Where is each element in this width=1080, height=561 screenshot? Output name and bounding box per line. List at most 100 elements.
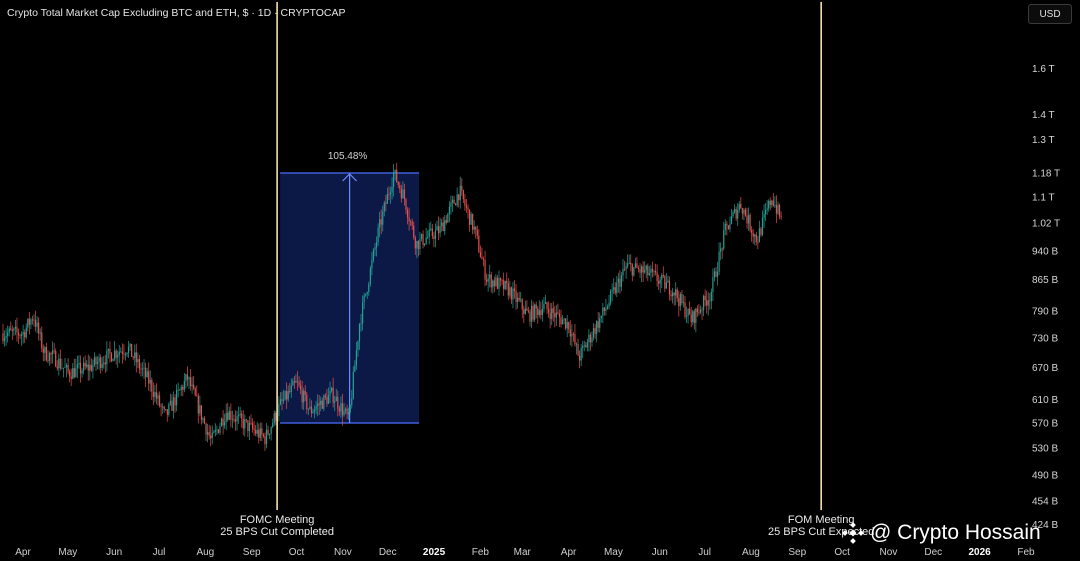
candle-body (459, 185, 461, 201)
candle-body (727, 225, 729, 230)
candle-body (467, 207, 469, 210)
candle-body (614, 287, 616, 294)
candle-body (200, 405, 202, 420)
candle-body (608, 302, 610, 307)
candle-body (582, 346, 584, 348)
candle (349, 404, 351, 415)
candle-body (723, 230, 725, 249)
candle-body (366, 292, 368, 294)
candle (701, 306, 703, 320)
candle-body (625, 266, 627, 270)
candle (315, 400, 317, 415)
candle (149, 370, 151, 392)
candle (89, 355, 91, 381)
candle (331, 387, 333, 393)
candle (720, 242, 722, 261)
candle (52, 341, 54, 364)
candle-body (492, 280, 494, 288)
candle-body (189, 377, 192, 387)
candle (87, 354, 89, 381)
candle (121, 343, 123, 364)
candle (672, 287, 674, 304)
candle-body (196, 395, 198, 397)
candle-body (551, 308, 553, 319)
candle-body (684, 302, 686, 317)
candle-body (282, 399, 285, 401)
candle (357, 340, 359, 357)
candle-body (22, 332, 24, 335)
candle-body (84, 362, 86, 367)
candle (242, 410, 244, 436)
candle-body (357, 341, 359, 351)
candle (586, 338, 588, 352)
candle (470, 211, 472, 225)
watermark: @ Crypto Hossain (842, 521, 1041, 545)
currency-button[interactable]: USD (1028, 4, 1072, 24)
candle (509, 280, 511, 299)
candle (112, 358, 114, 362)
candle (441, 218, 443, 232)
candle (585, 342, 587, 348)
candle-body (724, 223, 726, 231)
candle (620, 271, 623, 292)
candle (352, 366, 354, 400)
candle-body (743, 209, 745, 214)
candle (592, 322, 595, 341)
candles-group (2, 162, 782, 451)
candle (33, 314, 35, 327)
candle (650, 264, 652, 282)
candle-body (183, 381, 185, 390)
candle-body (14, 326, 16, 329)
candle (535, 301, 537, 319)
candle (699, 305, 702, 315)
x-tick-label: 2026 (969, 547, 992, 558)
candle (59, 349, 61, 371)
candle-body (740, 203, 742, 209)
candle-body (648, 273, 650, 276)
candle-body (658, 281, 660, 284)
candle (775, 195, 778, 223)
candle-body (321, 400, 323, 409)
candle (569, 320, 571, 346)
candle-body (540, 310, 542, 316)
candle (459, 176, 461, 209)
candle (73, 358, 75, 379)
candle-body (69, 371, 71, 377)
candle-body (59, 358, 61, 369)
candle-body (650, 268, 652, 274)
candle-body (489, 274, 491, 279)
candle (523, 305, 525, 323)
candle-body (709, 300, 711, 302)
candle (76, 355, 78, 379)
candle-body (267, 429, 269, 435)
candle-body (585, 345, 587, 348)
candle (70, 368, 72, 387)
candle-body (171, 400, 173, 411)
candle (408, 207, 410, 231)
candle (344, 407, 347, 415)
candle-body (526, 308, 528, 311)
candle (253, 421, 255, 436)
candle (566, 315, 568, 338)
candle-body (730, 216, 733, 224)
x-tick-label: Dec (379, 547, 397, 558)
candle-body (202, 418, 204, 420)
candle-body (591, 337, 593, 343)
candle (444, 215, 446, 236)
candle (107, 348, 109, 359)
candle (211, 425, 213, 445)
candle (479, 245, 481, 258)
candle (625, 262, 627, 279)
candle (462, 189, 464, 203)
candle-body (715, 271, 717, 277)
candle-body (61, 367, 63, 369)
candle-body (535, 304, 537, 309)
candle (679, 292, 681, 311)
candle-body (296, 381, 299, 383)
candle (513, 279, 516, 299)
candle-body (490, 274, 492, 288)
candle-body (50, 353, 52, 355)
candle-body (211, 432, 213, 439)
candle (478, 229, 480, 254)
